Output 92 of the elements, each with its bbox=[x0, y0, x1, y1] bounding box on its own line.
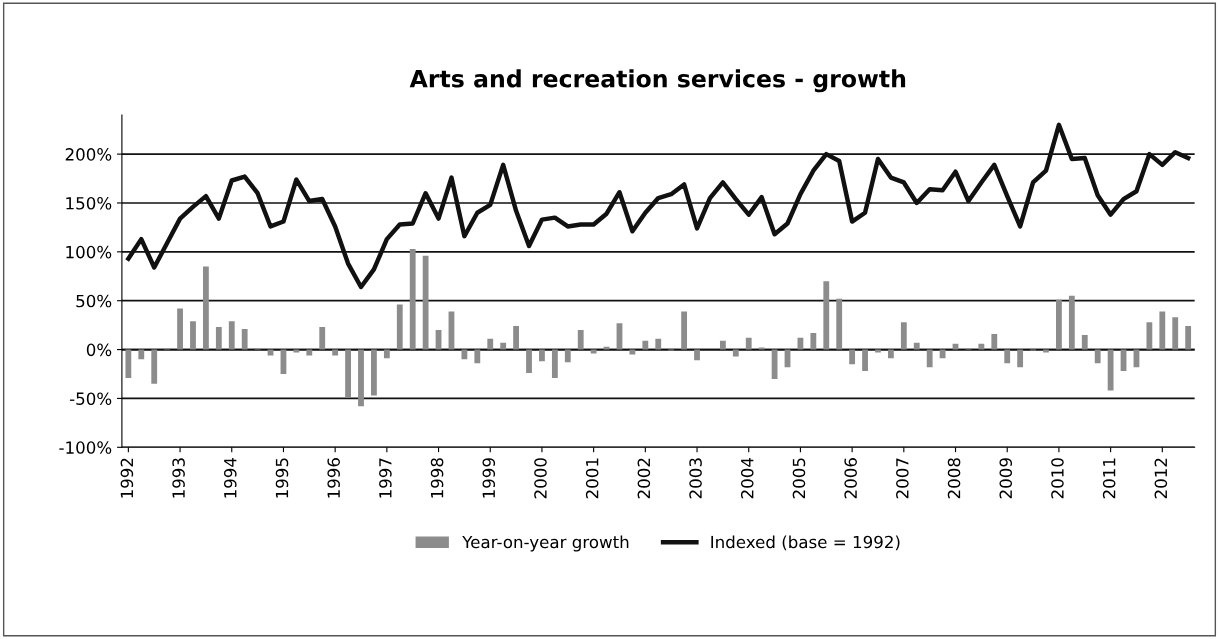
bar bbox=[487, 338, 494, 350]
bar bbox=[383, 349, 390, 359]
x-tick-label: 2005 bbox=[792, 458, 806, 499]
bar bbox=[642, 340, 649, 350]
x-tick-label: 2012 bbox=[1154, 458, 1168, 499]
bar bbox=[1068, 295, 1075, 350]
line-series bbox=[126, 122, 1191, 290]
bar bbox=[319, 327, 326, 350]
bar bbox=[409, 248, 416, 350]
bar bbox=[215, 327, 222, 350]
chart-title: Arts and recreation services - growth bbox=[409, 69, 906, 93]
y-tick-label: 0% bbox=[86, 343, 112, 357]
bar bbox=[241, 329, 248, 350]
bar bbox=[1185, 326, 1192, 350]
bar bbox=[564, 349, 571, 363]
bar bbox=[371, 349, 377, 396]
x-tick-label: 1997 bbox=[379, 458, 392, 498]
bar bbox=[1172, 317, 1179, 350]
bar bbox=[1056, 299, 1062, 350]
bar bbox=[849, 349, 856, 365]
x-tick-label: 2002 bbox=[637, 458, 651, 499]
bar bbox=[681, 311, 688, 350]
bar bbox=[396, 304, 403, 350]
y-tick-label: -50% bbox=[69, 392, 112, 405]
legend-label: Indexed (base = 1992) bbox=[711, 535, 900, 551]
bar bbox=[474, 349, 481, 364]
bar bbox=[926, 349, 933, 368]
bar bbox=[810, 332, 817, 350]
x-tick-label: 1993 bbox=[172, 458, 185, 498]
x-tick-label: 2009 bbox=[999, 458, 1013, 499]
bar bbox=[539, 349, 545, 362]
x-tick-label: 1992 bbox=[120, 458, 134, 498]
bar bbox=[1004, 349, 1011, 364]
bar bbox=[1159, 311, 1166, 350]
x-tick-label: 2000 bbox=[534, 458, 547, 499]
bar bbox=[177, 308, 183, 350]
bar bbox=[862, 349, 868, 372]
bar bbox=[887, 349, 894, 359]
bar bbox=[345, 349, 351, 398]
x-tick-label: 1998 bbox=[430, 458, 444, 498]
x-tick-label: 2004 bbox=[740, 457, 754, 499]
bar bbox=[836, 298, 843, 350]
bar bbox=[151, 349, 158, 384]
y-tick-label: -100% bbox=[59, 441, 112, 454]
bar bbox=[1094, 349, 1101, 364]
bar bbox=[991, 333, 998, 350]
x-tick-label: 1994 bbox=[223, 457, 237, 498]
x-tick-label: 1999 bbox=[482, 458, 496, 498]
legend-label: Year-on-year growth bbox=[462, 535, 629, 552]
x-tick-label: 1996 bbox=[327, 458, 340, 498]
bar bbox=[551, 349, 558, 378]
bar bbox=[732, 349, 739, 357]
bar bbox=[913, 342, 920, 350]
y-tick-label: 100% bbox=[66, 245, 112, 259]
bar bbox=[823, 281, 830, 350]
bar bbox=[190, 321, 196, 350]
x-tick-label: 1995 bbox=[275, 458, 289, 498]
bar bbox=[125, 349, 132, 378]
bar bbox=[1146, 322, 1153, 350]
bar bbox=[655, 338, 662, 350]
bar bbox=[1081, 334, 1088, 350]
bar bbox=[500, 342, 507, 350]
bar bbox=[900, 322, 907, 350]
x-tick-label: 2001 bbox=[585, 458, 599, 499]
x-tick-label: 2007 bbox=[896, 458, 909, 499]
bar bbox=[719, 340, 726, 350]
x-tick-label: 2006 bbox=[844, 458, 857, 499]
x-tick-label: 2010 bbox=[1051, 458, 1064, 499]
bar bbox=[526, 349, 532, 374]
y-tick-label: 150% bbox=[66, 196, 112, 210]
y-tick-label: 50% bbox=[76, 294, 112, 308]
bar bbox=[293, 349, 300, 353]
x-tick-label: 2008 bbox=[947, 458, 961, 499]
bar bbox=[1107, 349, 1114, 391]
bar bbox=[138, 349, 145, 360]
bar bbox=[745, 337, 752, 350]
bar bbox=[1017, 349, 1024, 368]
bar bbox=[461, 349, 468, 360]
bar bbox=[358, 349, 364, 407]
bar bbox=[978, 343, 985, 350]
bar bbox=[513, 326, 519, 350]
x-tick-label: 2011 bbox=[1102, 458, 1116, 499]
bar bbox=[203, 266, 209, 350]
bar bbox=[422, 255, 429, 350]
bar bbox=[1043, 349, 1049, 353]
bar bbox=[939, 349, 946, 359]
bar bbox=[577, 330, 584, 350]
bar bbox=[228, 321, 235, 350]
bar bbox=[875, 349, 881, 353]
x-tick-label: 2003 bbox=[689, 458, 702, 499]
y-tick-label: 200% bbox=[65, 148, 112, 161]
bar bbox=[694, 349, 700, 361]
